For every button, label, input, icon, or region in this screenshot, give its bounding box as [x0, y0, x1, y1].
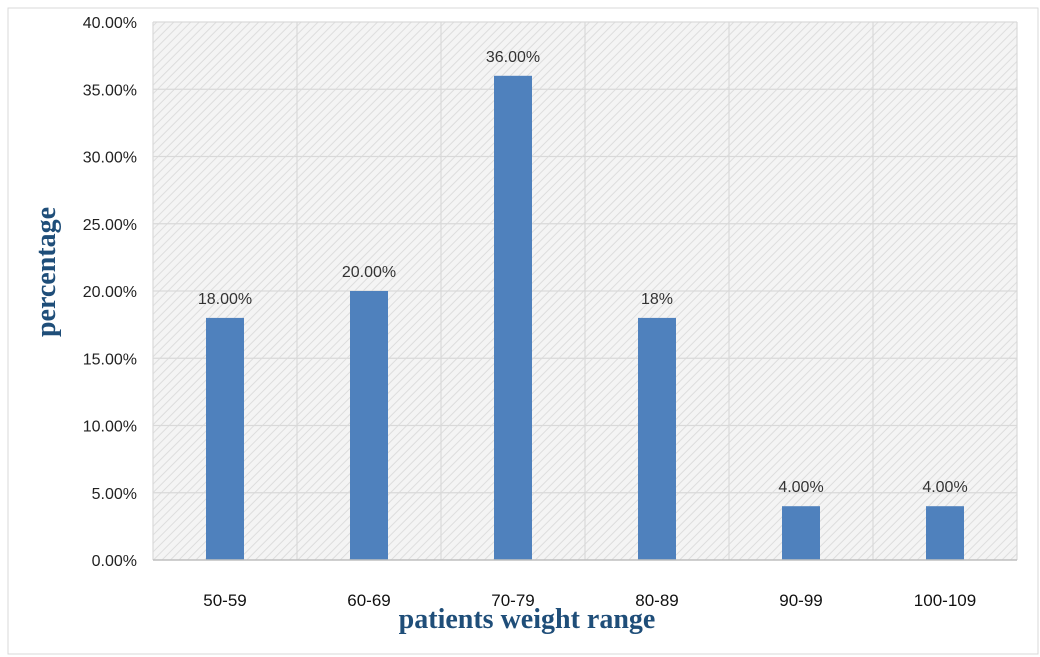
bar: [782, 506, 820, 560]
y-tick-label: 40.00%: [83, 15, 137, 32]
bar: [494, 75, 532, 561]
bar-data-label: 18.00%: [198, 291, 252, 308]
x-tick-label: 90-99: [779, 591, 822, 610]
bar-data-label: 20.00%: [342, 264, 396, 281]
x-axis-title: patients weight range: [399, 604, 656, 635]
bar-data-label: 36.00%: [486, 49, 540, 66]
y-tick-label: 0.00%: [92, 553, 137, 570]
x-axis-ticks: 50-59 60-69 70-79 80-89 90-99 100-109: [203, 591, 976, 610]
x-tick-label: 50-59: [203, 591, 246, 610]
gridlines: [152, 21, 1018, 560]
x-tick-label: 100-109: [914, 591, 976, 610]
bars: [206, 75, 964, 561]
y-axis-title: percentage: [31, 207, 62, 337]
y-tick-label: 5.00%: [92, 486, 137, 503]
y-tick-label: 15.00%: [83, 351, 137, 368]
y-tick-label: 35.00%: [83, 82, 137, 99]
bar: [926, 506, 964, 560]
y-tick-label: 10.00%: [83, 419, 137, 436]
y-tick-label: 20.00%: [83, 284, 137, 301]
bar-data-label: 4.00%: [922, 479, 967, 496]
bar-data-label: 4.00%: [778, 479, 823, 496]
bar: [638, 317, 676, 560]
x-tick-label: 70-79: [491, 591, 534, 610]
x-tick-label: 80-89: [635, 591, 678, 610]
bar: [350, 291, 388, 560]
y-tick-label: 30.00%: [83, 150, 137, 167]
bar-data-label: 18%: [641, 291, 673, 308]
y-tick-label: 25.00%: [83, 217, 137, 234]
bar: [206, 317, 244, 560]
x-tick-label: 60-69: [347, 591, 390, 610]
data-labels: 18.00% 20.00% 36.00% 18% 4.00% 4.00%: [198, 49, 968, 496]
y-axis-ticks: 0.00% 5.00% 10.00% 15.00% 20.00% 25.00% 30.00%…: [83, 15, 137, 570]
